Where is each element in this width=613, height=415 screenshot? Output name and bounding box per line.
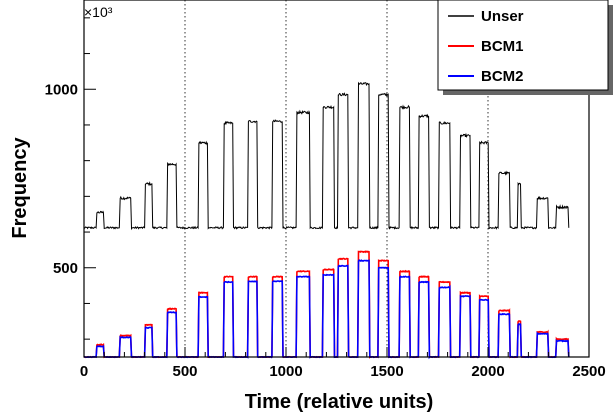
plot-frame — [83, 0, 590, 358]
y-axis-title: Frequency — [9, 137, 31, 239]
x-tick-label: 1500 — [370, 363, 403, 380]
legend-label-bcm1: BCM1 — [481, 38, 524, 55]
x-tick-label: 0 — [80, 363, 88, 380]
x-axis-title: Time (relative units) — [245, 391, 434, 413]
legend-label-unser: Unser — [481, 8, 524, 25]
legend-label-bcm2: BCM2 — [481, 68, 524, 85]
y-tick-label: 500 — [53, 260, 78, 277]
axis-ticks: 0 500 1000 1500 2000 2500 500 1000 — [45, 17, 606, 380]
x-tick-label: 1000 — [269, 363, 302, 380]
y-tick-label: 1000 — [45, 81, 78, 98]
x-tick-label: 500 — [172, 363, 197, 380]
x-tick-label: 2500 — [572, 363, 605, 380]
legend: Unser BCM1 BCM2 — [437, 0, 613, 95]
series-line-unser — [83, 81, 570, 231]
y-multiplier-label: ×10³ — [84, 4, 113, 20]
x-tick-label: 2000 — [471, 363, 504, 380]
